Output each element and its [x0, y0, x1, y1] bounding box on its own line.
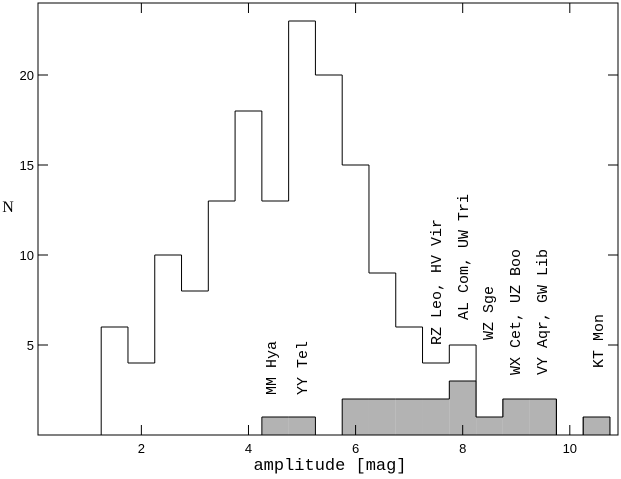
bar: [395, 399, 423, 435]
x-axis-label: amplitude [mag]: [253, 457, 406, 476]
plot-area: 2 4 6 8 10 5 10 15 20: [20, 3, 618, 456]
y-axis-label: N: [2, 199, 14, 216]
bar: [368, 399, 396, 435]
bar: [422, 399, 450, 435]
x-tick-label: 2: [138, 441, 145, 456]
x-tick-label: 4: [245, 441, 252, 456]
y-tick-label: 15: [20, 158, 34, 173]
x-tick-label: 8: [459, 441, 466, 456]
annotation: KT Mon: [591, 314, 608, 368]
annotation: WZ Sge: [481, 286, 498, 340]
bar: [288, 417, 316, 435]
bar: [502, 399, 530, 435]
annotation: VY Aqr, GW Lib: [535, 249, 552, 375]
y-tick-label: 10: [20, 248, 34, 263]
annotation: MM Hya: [264, 341, 281, 395]
bar: [583, 417, 610, 435]
annotation: WX Cet, UZ Boo: [508, 249, 525, 375]
bar: [476, 417, 503, 435]
bar: [261, 417, 289, 435]
x-tick-label: 6: [352, 441, 359, 456]
annotation: YY Tel: [295, 341, 312, 395]
y-tick-label: 20: [20, 68, 34, 83]
frame: [37, 2, 619, 436]
y-tick-label: 5: [27, 338, 34, 353]
x-tick-label: 10: [563, 441, 577, 456]
bar: [529, 399, 557, 435]
annotation: RZ Leo, HV Vir: [429, 219, 446, 345]
annotation: AL Com, UW Tri: [456, 194, 473, 320]
